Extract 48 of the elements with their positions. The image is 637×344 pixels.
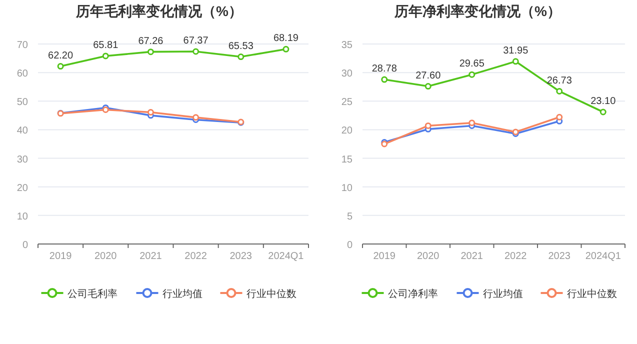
x-tick-label: 2020 bbox=[94, 251, 118, 262]
x-tick-label: 2021 bbox=[140, 251, 162, 262]
x-tick-label: 2019 bbox=[49, 251, 72, 262]
y-tick-label: 70 bbox=[16, 40, 28, 51]
x-tick-label: 2022 bbox=[504, 251, 528, 262]
x-tick-label: 2024Q1 bbox=[585, 251, 622, 262]
y-tick-label: 50 bbox=[16, 97, 28, 108]
x-tick-label: 2023 bbox=[230, 251, 252, 262]
data-label: 65.53 bbox=[228, 40, 254, 52]
chart-title: 历年净利率变化情况（%） bbox=[394, 3, 561, 19]
y-tick-label: 10 bbox=[341, 182, 353, 194]
x-tick-label: 2020 bbox=[417, 251, 440, 262]
y-tick-label: 40 bbox=[16, 126, 28, 137]
y-tick-label: 20 bbox=[341, 126, 353, 137]
y-tick-label: 60 bbox=[16, 68, 28, 80]
chart-title: 历年毛利率变化情况（%） bbox=[75, 3, 242, 19]
x-tick-label: 2019 bbox=[373, 251, 396, 262]
y-tick-label: 30 bbox=[16, 154, 28, 166]
data-label: 68.19 bbox=[273, 33, 299, 44]
y-tick-label: 0 bbox=[22, 240, 28, 251]
legend-label: 行业中位数 bbox=[246, 288, 296, 300]
y-tick-label: 20 bbox=[16, 182, 28, 194]
y-tick-label: 5 bbox=[346, 211, 353, 222]
data-label: 65.81 bbox=[93, 40, 119, 51]
data-label: 31.95 bbox=[503, 45, 529, 56]
y-tick-label: 15 bbox=[341, 154, 353, 166]
legend-label: 公司净利率 bbox=[388, 288, 438, 300]
y-tick-label: 30 bbox=[341, 68, 353, 80]
data-label: 23.10 bbox=[590, 96, 616, 107]
legend-label: 行业均值 bbox=[482, 288, 523, 300]
data-label: 67.37 bbox=[183, 36, 209, 47]
x-tick-label: 2023 bbox=[548, 251, 571, 262]
data-label: 62.20 bbox=[48, 50, 74, 62]
legend-label: 公司毛利率 bbox=[67, 288, 118, 300]
legend-label: 行业均值 bbox=[162, 288, 202, 300]
data-label: 27.60 bbox=[416, 70, 442, 82]
y-tick-label: 35 bbox=[341, 40, 353, 51]
data-label: 28.78 bbox=[372, 64, 398, 75]
data-label: 29.65 bbox=[459, 58, 485, 70]
y-tick-label: 0 bbox=[346, 240, 353, 251]
y-tick-label: 10 bbox=[16, 211, 28, 222]
x-tick-label: 2021 bbox=[460, 251, 484, 262]
data-label: 26.73 bbox=[546, 75, 572, 86]
data-label: 67.26 bbox=[138, 36, 164, 47]
x-tick-label: 2024Q1 bbox=[268, 251, 304, 262]
x-tick-label: 2022 bbox=[184, 251, 208, 262]
y-tick-label: 25 bbox=[341, 97, 353, 108]
legend-label: 行业中位数 bbox=[566, 288, 617, 300]
